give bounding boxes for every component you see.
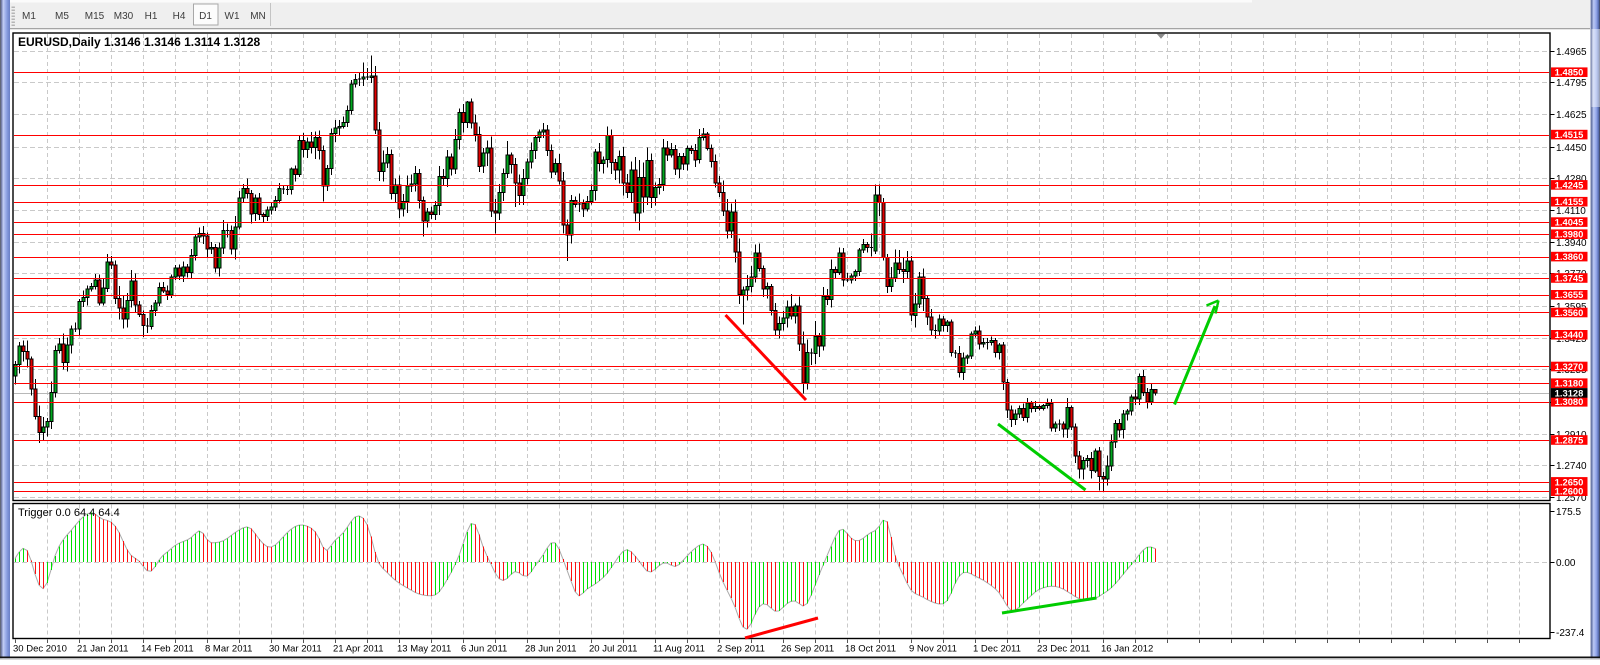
svg-text:1.3128: 1.3128 bbox=[1555, 387, 1584, 398]
svg-text:1.4110: 1.4110 bbox=[1556, 206, 1586, 217]
svg-text:MN: MN bbox=[250, 11, 266, 22]
svg-text:1.3860: 1.3860 bbox=[1555, 251, 1584, 262]
svg-text:11 Aug 2011: 11 Aug 2011 bbox=[653, 644, 705, 655]
svg-text:2 Sep 2011: 2 Sep 2011 bbox=[717, 644, 765, 655]
svg-text:1.4795: 1.4795 bbox=[1556, 78, 1587, 89]
svg-text:1.4245: 1.4245 bbox=[1555, 179, 1584, 190]
svg-text:21 Apr 2011: 21 Apr 2011 bbox=[333, 644, 384, 655]
svg-text:23 Dec 2011: 23 Dec 2011 bbox=[1037, 644, 1090, 655]
svg-text:9 Nov 2011: 9 Nov 2011 bbox=[909, 644, 957, 655]
svg-text:0.00: 0.00 bbox=[1556, 558, 1576, 569]
svg-text:1.4850: 1.4850 bbox=[1555, 67, 1584, 78]
svg-text:28 Jun 2011: 28 Jun 2011 bbox=[525, 644, 577, 655]
svg-text:30 Mar 2011: 30 Mar 2011 bbox=[269, 644, 322, 655]
svg-text:1 Dec 2011: 1 Dec 2011 bbox=[973, 644, 1021, 655]
svg-text:1.3440: 1.3440 bbox=[1555, 329, 1584, 340]
svg-text:EURUSD,Daily 1.3146 1.3146 1.: EURUSD,Daily 1.3146 1.3146 1.3114 1.3128 bbox=[18, 35, 261, 49]
svg-text:20 Jul 2011: 20 Jul 2011 bbox=[589, 644, 637, 655]
svg-text:M1: M1 bbox=[22, 11, 36, 22]
svg-text:M15: M15 bbox=[85, 11, 105, 22]
svg-text:16 Jan 2012: 16 Jan 2012 bbox=[1101, 644, 1153, 655]
svg-text:26 Sep 2011: 26 Sep 2011 bbox=[781, 644, 834, 655]
svg-text:D1: D1 bbox=[199, 11, 212, 22]
svg-text:1.2600: 1.2600 bbox=[1555, 486, 1584, 497]
svg-text:H4: H4 bbox=[173, 11, 186, 22]
svg-text:1.3980: 1.3980 bbox=[1555, 229, 1584, 240]
svg-text:M5: M5 bbox=[55, 11, 69, 22]
svg-text:13 May 2011: 13 May 2011 bbox=[397, 644, 451, 655]
svg-text:M30: M30 bbox=[114, 11, 134, 22]
svg-text:6 Jun 2011: 6 Jun 2011 bbox=[461, 644, 507, 655]
svg-text:1.3655: 1.3655 bbox=[1555, 289, 1584, 300]
svg-text:1.2875: 1.2875 bbox=[1555, 434, 1584, 445]
svg-text:18 Oct 2011: 18 Oct 2011 bbox=[845, 644, 896, 655]
svg-text:H1: H1 bbox=[145, 11, 158, 22]
svg-text:1.2740: 1.2740 bbox=[1556, 461, 1587, 472]
svg-text:Trigger 0.0 64.4 64.4: Trigger 0.0 64.4 64.4 bbox=[18, 507, 120, 519]
svg-text:1.3560: 1.3560 bbox=[1555, 307, 1584, 318]
svg-text:1.4965: 1.4965 bbox=[1556, 47, 1587, 58]
svg-text:8 Mar 2011: 8 Mar 2011 bbox=[205, 644, 252, 655]
svg-text:-237.4: -237.4 bbox=[1556, 628, 1585, 639]
svg-text:1.3270: 1.3270 bbox=[1555, 361, 1584, 372]
svg-text:1.4045: 1.4045 bbox=[1555, 217, 1584, 228]
svg-text:21 Jan 2011: 21 Jan 2011 bbox=[77, 644, 129, 655]
svg-text:1.4155: 1.4155 bbox=[1555, 196, 1584, 207]
svg-text:1.4625: 1.4625 bbox=[1556, 110, 1587, 121]
svg-text:1.3745: 1.3745 bbox=[1555, 272, 1584, 283]
svg-text:W1: W1 bbox=[225, 11, 240, 22]
svg-text:14 Feb 2011: 14 Feb 2011 bbox=[141, 644, 194, 655]
svg-text:1.4450: 1.4450 bbox=[1556, 143, 1587, 154]
svg-text:1.4515: 1.4515 bbox=[1555, 129, 1584, 140]
svg-text:1.3940: 1.3940 bbox=[1556, 238, 1587, 249]
svg-text:30 Dec 2010: 30 Dec 2010 bbox=[13, 644, 67, 655]
svg-text:175.5: 175.5 bbox=[1556, 507, 1581, 518]
